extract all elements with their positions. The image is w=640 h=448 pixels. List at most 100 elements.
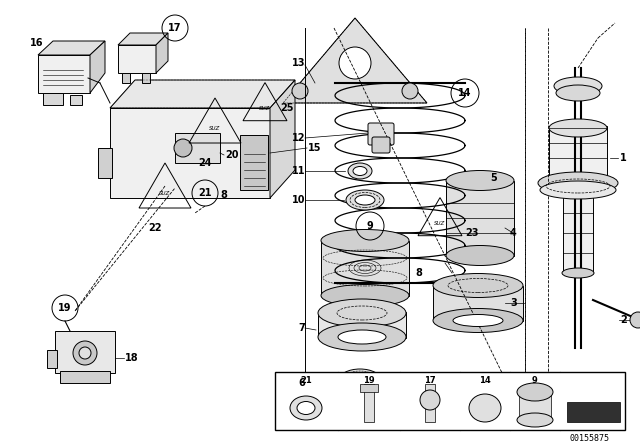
- Ellipse shape: [554, 77, 602, 95]
- Polygon shape: [118, 33, 168, 45]
- FancyBboxPatch shape: [240, 135, 268, 190]
- Text: 5: 5: [490, 173, 497, 183]
- Ellipse shape: [420, 390, 440, 410]
- FancyBboxPatch shape: [142, 73, 150, 83]
- Text: 17: 17: [424, 375, 436, 384]
- Text: 6: 6: [298, 378, 305, 388]
- FancyBboxPatch shape: [47, 350, 57, 368]
- FancyBboxPatch shape: [122, 73, 130, 83]
- FancyBboxPatch shape: [110, 108, 270, 198]
- Text: 14: 14: [479, 375, 491, 384]
- Polygon shape: [90, 41, 105, 93]
- Text: 16: 16: [30, 38, 44, 48]
- Polygon shape: [38, 41, 105, 55]
- Ellipse shape: [339, 369, 381, 391]
- Text: 19: 19: [363, 375, 375, 384]
- Text: SUZ: SUZ: [435, 220, 445, 225]
- FancyBboxPatch shape: [563, 185, 593, 273]
- Text: 11: 11: [291, 166, 305, 176]
- Text: 21: 21: [300, 375, 312, 384]
- Circle shape: [174, 139, 192, 157]
- Text: 3: 3: [510, 298, 516, 308]
- FancyBboxPatch shape: [175, 133, 220, 163]
- Text: 9: 9: [532, 375, 538, 384]
- Ellipse shape: [290, 396, 322, 420]
- FancyBboxPatch shape: [360, 384, 378, 392]
- Ellipse shape: [453, 314, 503, 327]
- Ellipse shape: [318, 299, 406, 327]
- Ellipse shape: [556, 85, 600, 101]
- Circle shape: [73, 341, 97, 365]
- Ellipse shape: [433, 309, 523, 332]
- FancyBboxPatch shape: [118, 45, 156, 73]
- FancyBboxPatch shape: [372, 137, 390, 153]
- Text: 21: 21: [198, 188, 212, 198]
- Text: 13: 13: [291, 58, 305, 68]
- Text: 15: 15: [308, 143, 321, 153]
- Ellipse shape: [318, 323, 406, 351]
- Ellipse shape: [540, 181, 616, 199]
- Ellipse shape: [348, 163, 372, 179]
- Circle shape: [402, 83, 418, 99]
- Text: SUZ: SUZ: [209, 125, 221, 130]
- FancyBboxPatch shape: [433, 285, 523, 320]
- FancyBboxPatch shape: [368, 123, 394, 145]
- FancyBboxPatch shape: [55, 331, 115, 373]
- Ellipse shape: [538, 172, 618, 194]
- Ellipse shape: [433, 273, 523, 297]
- Ellipse shape: [297, 401, 315, 414]
- Ellipse shape: [517, 383, 553, 401]
- FancyBboxPatch shape: [38, 55, 90, 93]
- Polygon shape: [270, 80, 295, 198]
- Ellipse shape: [321, 284, 409, 306]
- FancyBboxPatch shape: [70, 95, 82, 105]
- Text: 12: 12: [291, 133, 305, 143]
- Text: 8: 8: [220, 190, 227, 200]
- Text: 19: 19: [58, 303, 72, 313]
- Ellipse shape: [517, 413, 553, 427]
- FancyBboxPatch shape: [318, 312, 406, 338]
- Ellipse shape: [562, 268, 594, 278]
- Ellipse shape: [446, 171, 514, 190]
- FancyBboxPatch shape: [364, 384, 374, 422]
- Ellipse shape: [549, 119, 607, 137]
- Text: 00155875: 00155875: [570, 434, 610, 443]
- FancyBboxPatch shape: [549, 126, 607, 178]
- Text: 22: 22: [148, 223, 162, 233]
- Text: 7: 7: [298, 323, 305, 333]
- Ellipse shape: [353, 167, 367, 176]
- FancyBboxPatch shape: [60, 371, 110, 383]
- FancyBboxPatch shape: [519, 390, 551, 420]
- FancyBboxPatch shape: [446, 181, 514, 255]
- Text: 24: 24: [198, 158, 212, 168]
- Text: 8: 8: [415, 268, 422, 278]
- Circle shape: [292, 83, 308, 99]
- FancyBboxPatch shape: [425, 384, 435, 422]
- Ellipse shape: [446, 246, 514, 266]
- Polygon shape: [156, 33, 168, 73]
- Polygon shape: [110, 80, 295, 108]
- Text: 18: 18: [125, 353, 139, 363]
- Text: 20: 20: [225, 150, 239, 160]
- Polygon shape: [283, 18, 427, 103]
- Ellipse shape: [350, 375, 370, 385]
- Polygon shape: [567, 402, 620, 422]
- Text: 23: 23: [465, 228, 479, 238]
- Circle shape: [630, 312, 640, 328]
- Ellipse shape: [469, 394, 501, 422]
- Text: 14: 14: [458, 88, 472, 98]
- Circle shape: [79, 347, 91, 359]
- Ellipse shape: [346, 190, 384, 210]
- Text: SUZ: SUZ: [159, 190, 171, 195]
- Text: 1: 1: [620, 153, 627, 163]
- Text: 10: 10: [291, 195, 305, 205]
- FancyBboxPatch shape: [321, 241, 409, 296]
- Ellipse shape: [338, 330, 386, 344]
- Text: SUZ: SUZ: [259, 105, 271, 111]
- FancyBboxPatch shape: [275, 372, 625, 430]
- Text: 17: 17: [168, 23, 182, 33]
- Text: 25: 25: [280, 103, 294, 113]
- Circle shape: [339, 47, 371, 79]
- Ellipse shape: [355, 195, 375, 205]
- Text: 4: 4: [510, 228, 516, 238]
